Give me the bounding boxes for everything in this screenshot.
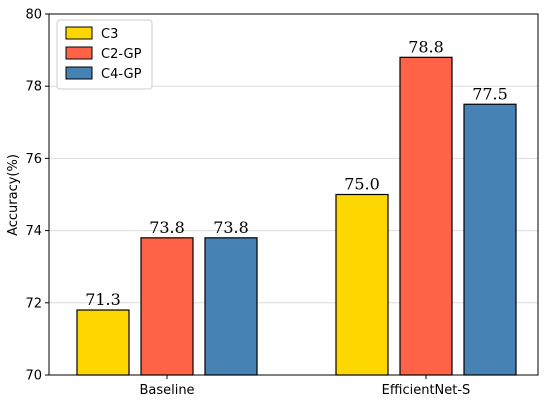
bar-c3-0	[76, 309, 130, 376]
bar-c3-1	[335, 193, 389, 376]
y-tick-label: 76	[25, 152, 42, 167]
bar-c4-gp-1	[463, 103, 517, 376]
legend-swatch-c4-gp	[65, 66, 93, 80]
plot-frame	[48, 13, 539, 376]
y-tick-label: 70	[25, 369, 42, 384]
data-label: 75.0	[344, 175, 380, 194]
bar-c2-gp-0	[140, 237, 194, 376]
legend-label-c2-gp: C2-GP	[101, 47, 142, 62]
x-tick-label: EfficientNet-S	[382, 383, 471, 398]
legend: C3 C2-GP C4-GP	[56, 19, 153, 90]
legend-swatch-c3	[65, 26, 93, 40]
data-label: 71.3	[85, 290, 121, 309]
y-tick-label: 72	[25, 296, 42, 311]
data-labels-group: 71.3 73.8 73.8 75.0 78.8 77.5	[85, 37, 508, 309]
y-tick-label: 78	[25, 80, 42, 95]
legend-label-c4-gp: C4-GP	[101, 67, 142, 82]
data-label: 77.5	[472, 84, 508, 103]
bar-c4-gp-0	[204, 237, 258, 376]
data-label: 73.8	[213, 218, 249, 237]
legend-swatch-c2-gp	[65, 46, 93, 60]
legend-label-c3: C3	[101, 27, 118, 42]
y-tick-label: 80	[25, 8, 42, 23]
x-tick-label: Baseline	[139, 383, 194, 398]
y-axis: 70 72 74 76 78 80	[25, 8, 49, 384]
data-label: 73.8	[149, 218, 185, 237]
data-label: 78.8	[408, 37, 444, 56]
y-tick-label: 74	[25, 224, 42, 239]
y-axis-label: Accuracy(%)	[6, 154, 21, 236]
bars-group	[76, 56, 517, 376]
x-axis: Baseline EfficientNet-S	[139, 375, 470, 398]
bar-c2-gp-1	[399, 56, 453, 376]
